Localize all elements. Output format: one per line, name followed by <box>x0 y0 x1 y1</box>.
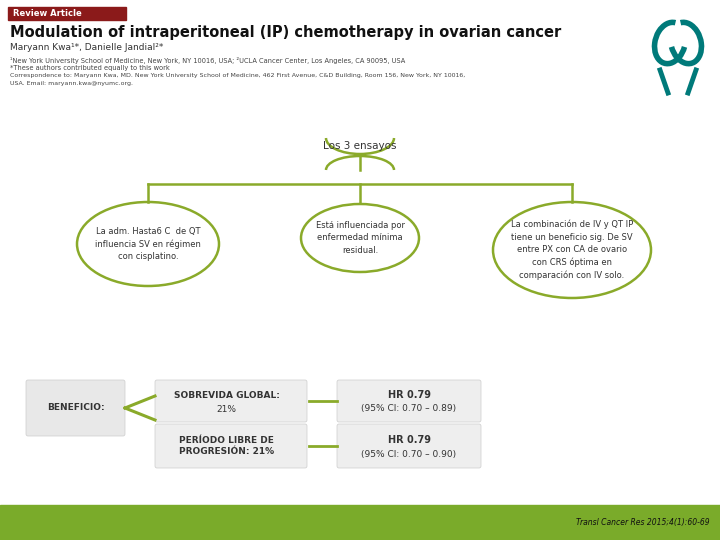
FancyBboxPatch shape <box>337 380 481 422</box>
Bar <box>8 7 126 20</box>
Text: Está influenciada por
enfermedad mínima
residual.: Está influenciada por enfermedad mínima … <box>315 221 405 255</box>
Text: BENEFICIO:: BENEFICIO: <box>47 403 104 413</box>
Text: USA. Email: maryann.kwa@nyumc.org.: USA. Email: maryann.kwa@nyumc.org. <box>10 80 133 85</box>
Text: La combinación de IV y QT IP
tiene un beneficio sig. De SV
entre PX con CA de ov: La combinación de IV y QT IP tiene un be… <box>511 219 633 280</box>
Text: *These authors contributed equally to this work: *These authors contributed equally to th… <box>10 65 170 71</box>
Text: ¹New York University School of Medicine, New York, NY 10016, USA; ²UCLA Cancer C: ¹New York University School of Medicine,… <box>10 57 405 64</box>
Text: Los 3 ensayos: Los 3 ensayos <box>323 141 397 151</box>
Text: Modulation of intraperitoneal (IP) chemotherapy in ovarian cancer: Modulation of intraperitoneal (IP) chemo… <box>10 24 562 39</box>
Text: (95% CI: 0.70 – 0.90): (95% CI: 0.70 – 0.90) <box>361 449 456 458</box>
Text: (95% CI: 0.70 – 0.89): (95% CI: 0.70 – 0.89) <box>361 404 456 414</box>
Text: HR 0.79: HR 0.79 <box>387 390 431 400</box>
Text: 21%: 21% <box>217 404 237 414</box>
FancyBboxPatch shape <box>337 424 481 468</box>
Text: SOBREVIDA GLOBAL:: SOBREVIDA GLOBAL: <box>174 390 279 400</box>
Text: HR 0.79: HR 0.79 <box>387 435 431 445</box>
Text: Review Article: Review Article <box>13 10 82 18</box>
Bar <box>0 505 720 540</box>
FancyBboxPatch shape <box>26 380 125 436</box>
Text: Maryann Kwa¹*, Danielle Jandial²*: Maryann Kwa¹*, Danielle Jandial²* <box>10 44 163 52</box>
Text: Transl Cancer Res 2015;4(1):60-69: Transl Cancer Res 2015;4(1):60-69 <box>577 517 710 526</box>
Text: Correspondence to: Maryann Kwa, MD. New York University School of Medicine, 462 : Correspondence to: Maryann Kwa, MD. New … <box>10 73 465 78</box>
FancyBboxPatch shape <box>155 380 307 422</box>
Text: La adm. Hasta6 C  de QT
influencia SV en régimen
con cisplatino.: La adm. Hasta6 C de QT influencia SV en … <box>95 227 201 261</box>
Text: PERÍODO LIBRE DE
PROGRESIÓN: 21%: PERÍODO LIBRE DE PROGRESIÓN: 21% <box>179 436 274 456</box>
FancyBboxPatch shape <box>155 424 307 468</box>
